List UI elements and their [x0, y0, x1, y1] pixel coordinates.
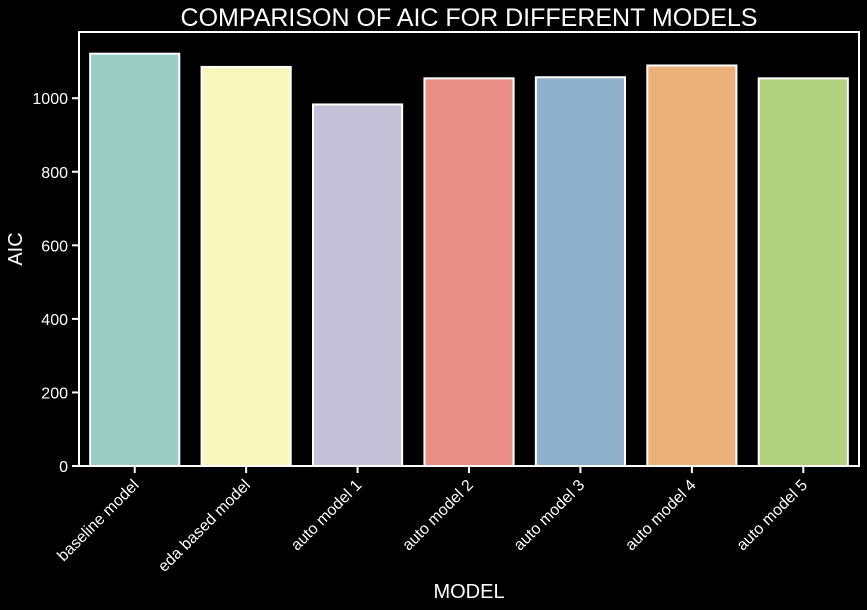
- x-tick-label: auto model 5: [734, 477, 812, 555]
- bar-eda-based-model: [200, 65, 292, 468]
- bars-group: [89, 52, 849, 468]
- y-axis-label: AIC: [5, 232, 27, 265]
- x-axis-label: MODEL: [433, 581, 504, 603]
- bar-auto-model-5: [757, 77, 849, 467]
- x-tick-label: auto model 2: [399, 477, 477, 555]
- bar-baseline-model: [89, 52, 181, 467]
- x-tick-label: baseline model: [54, 477, 142, 565]
- bar-auto-model-4: [646, 64, 738, 468]
- y-tick-label: 800: [41, 165, 68, 182]
- bar-auto-model-1: [312, 103, 404, 467]
- plot-frame: [78, 31, 860, 467]
- x-tick-label: auto model 4: [622, 477, 700, 555]
- bar-auto-model-3: [534, 76, 626, 467]
- y-tick-label: 0: [59, 459, 68, 476]
- chart-title: COMPARISON OF AIC FOR DIFFERENT MODELS: [181, 4, 758, 32]
- y-tick-label: 200: [41, 385, 68, 402]
- x-tick-label: auto model 3: [511, 477, 589, 555]
- x-axis-ticks: baseline model eda based model auto model …: [54, 466, 811, 576]
- y-tick-label: 1000: [32, 91, 68, 108]
- x-tick-label: eda based model: [155, 477, 254, 576]
- x-tick-label: auto model 1: [288, 477, 366, 555]
- y-tick-label: 400: [41, 312, 68, 329]
- y-tick-label: 600: [41, 238, 68, 255]
- y-axis-ticks: 0 200 400 600 800 1000: [32, 91, 79, 476]
- bar-auto-model-2: [423, 77, 515, 467]
